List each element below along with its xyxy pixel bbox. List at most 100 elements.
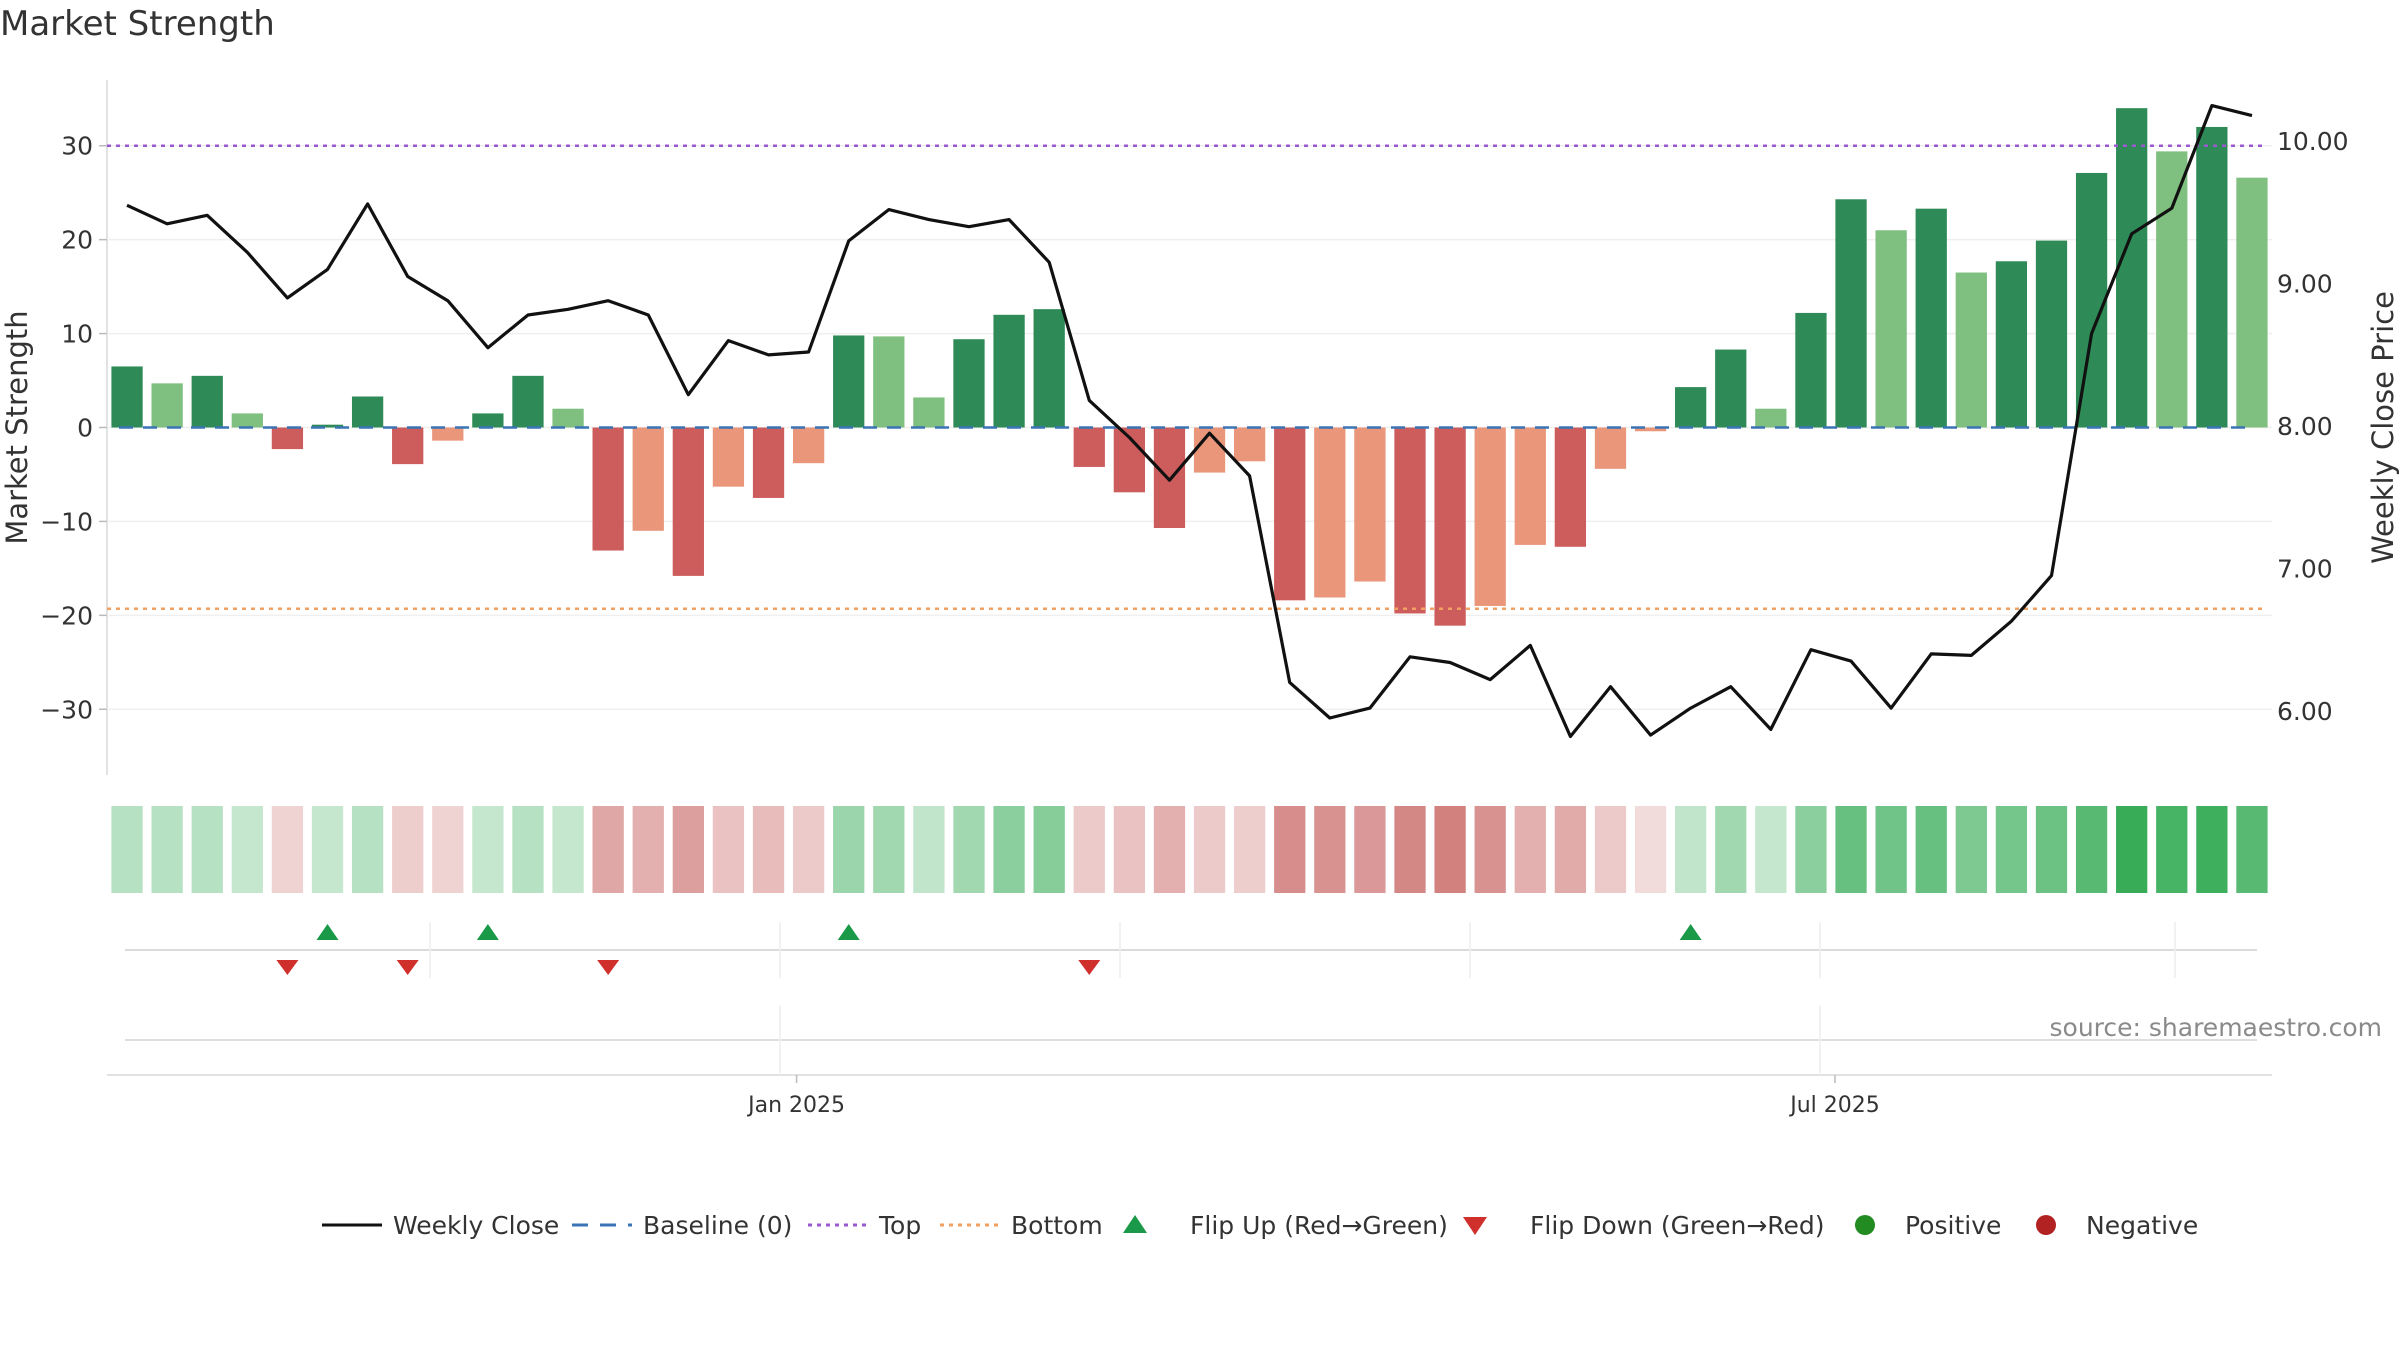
strength-bar (1915, 208, 1947, 428)
y-axis-title: Market Strength (0, 310, 34, 544)
heat-cell (1113, 806, 1145, 893)
flip-down-marker (1078, 960, 1101, 975)
strength-bar (1675, 387, 1707, 428)
y-tick-label: 0 (77, 414, 93, 443)
strength-bar (1715, 349, 1747, 428)
strength-bar (1274, 427, 1306, 601)
heat-cell (351, 806, 384, 893)
strength-bar (712, 427, 745, 487)
heat-cell (1955, 806, 1987, 893)
flip-up-marker (316, 924, 339, 940)
heat-cell (1394, 806, 1426, 893)
y2-tick-label: 7.00 (2277, 554, 2333, 583)
strength-bar (1354, 427, 1386, 582)
legend-label: Positive (1905, 1211, 2001, 1240)
y-tick-label: −30 (40, 695, 93, 724)
strength-bar (1514, 427, 1546, 545)
heat-cell (632, 806, 664, 893)
strength-bar (592, 427, 624, 551)
heat-cell (2196, 806, 2228, 893)
y2-tick-label: 6.00 (2277, 697, 2333, 726)
strength-bar (191, 375, 223, 428)
chart-title: Market Strength (0, 4, 275, 44)
strength-bar (1875, 230, 1907, 428)
strength-bar (1594, 427, 1627, 469)
heat-cell (1434, 806, 1466, 893)
flip-down-marker (597, 960, 620, 975)
strength-bar (2075, 172, 2108, 428)
heat-cell (1193, 806, 1226, 893)
heat-cell (151, 806, 183, 893)
legend-swatch-negative (2036, 1215, 2056, 1235)
heat-cell (792, 806, 825, 893)
strength-bar (1755, 408, 1787, 428)
legend-label: Flip Down (Green→Red) (1530, 1211, 1825, 1240)
heat-cell (111, 806, 143, 893)
heat-cell (1835, 806, 1867, 893)
heat-cell (191, 806, 223, 893)
strength-bar (151, 383, 183, 428)
legend-swatch-flip-down (1463, 1217, 1487, 1235)
heat-cell (1715, 806, 1747, 893)
strength-bar (231, 413, 263, 428)
x-tick-label: Jan 2025 (746, 1093, 845, 1118)
heat-cell (512, 806, 544, 893)
x-tick-label: Jul 2025 (1788, 1093, 1880, 1118)
heat-cell (1234, 806, 1266, 893)
strength-bar (271, 427, 304, 450)
legend-swatch-flip-up (1123, 1215, 1147, 1233)
flip-up-marker (476, 924, 499, 940)
strength-bar (752, 427, 785, 498)
heat-cell (2236, 806, 2268, 893)
strength-bar (2156, 151, 2188, 428)
heat-cell (552, 806, 584, 893)
strength-bar (913, 397, 945, 428)
strength-bar (552, 408, 584, 428)
heat-cell (1634, 806, 1667, 893)
strength-bar (311, 424, 344, 428)
strength-bar (1073, 427, 1105, 467)
y2-tick-label: 8.00 (2277, 412, 2333, 441)
heat-cell (2075, 806, 2108, 893)
strength-bar (2035, 240, 2068, 428)
strength-bar (2116, 108, 2148, 428)
heat-cell (231, 806, 263, 893)
strength-bar (351, 396, 384, 428)
strength-bar (1835, 199, 1867, 428)
heat-cell (913, 806, 945, 893)
strength-bar (1234, 427, 1266, 462)
source-note: source: sharemaestro.com (2049, 1013, 2383, 1042)
heat-cell (1153, 806, 1186, 893)
heat-cell (1915, 806, 1947, 893)
strength-bar (1795, 312, 1827, 428)
heat-cell (873, 806, 905, 893)
y-tick-label: 10 (61, 320, 93, 349)
heat-cell (672, 806, 704, 893)
heat-cell (993, 806, 1025, 893)
heat-cell (392, 806, 424, 893)
heat-cell (2035, 806, 2068, 893)
heat-cell (1554, 806, 1587, 893)
legend-label: Weekly Close (393, 1211, 559, 1240)
heat-cell (2156, 806, 2188, 893)
heat-cell (712, 806, 745, 893)
heat-cell (2116, 806, 2148, 893)
heat-cell (1033, 806, 1065, 893)
y-tick-label: −20 (40, 601, 93, 630)
heat-cell (271, 806, 304, 893)
heat-cell (1314, 806, 1346, 893)
heat-cell (432, 806, 464, 893)
strength-bar (2196, 126, 2228, 428)
flip-up-marker (837, 924, 860, 940)
heat-cell (1755, 806, 1787, 893)
strength-bar (111, 366, 143, 428)
strength-bar (1554, 427, 1587, 547)
strength-bar (672, 427, 704, 576)
heat-cell (472, 806, 504, 893)
heat-cell (1875, 806, 1907, 893)
heat-cell (1995, 806, 2028, 893)
strength-bar (472, 413, 504, 428)
strength-bar (1634, 427, 1667, 432)
flip-down-marker (396, 960, 419, 975)
